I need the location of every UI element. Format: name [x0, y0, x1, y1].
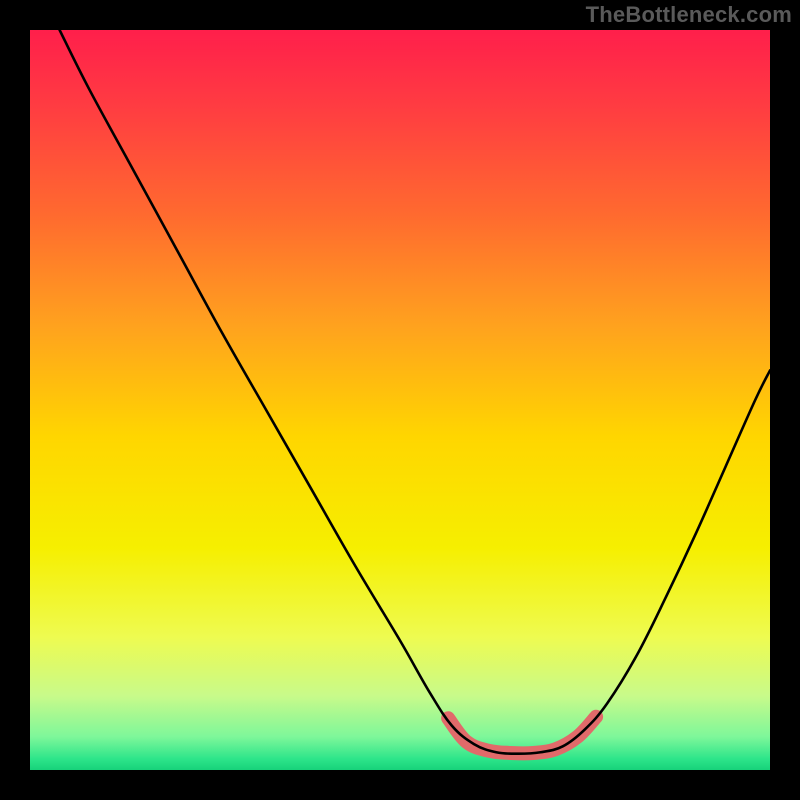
plot-area: [30, 30, 770, 770]
watermark-text: TheBottleneck.com: [586, 2, 792, 28]
chart-frame: TheBottleneck.com: [0, 0, 800, 800]
chart-svg: [30, 30, 770, 770]
heatmap-background: [30, 30, 770, 770]
